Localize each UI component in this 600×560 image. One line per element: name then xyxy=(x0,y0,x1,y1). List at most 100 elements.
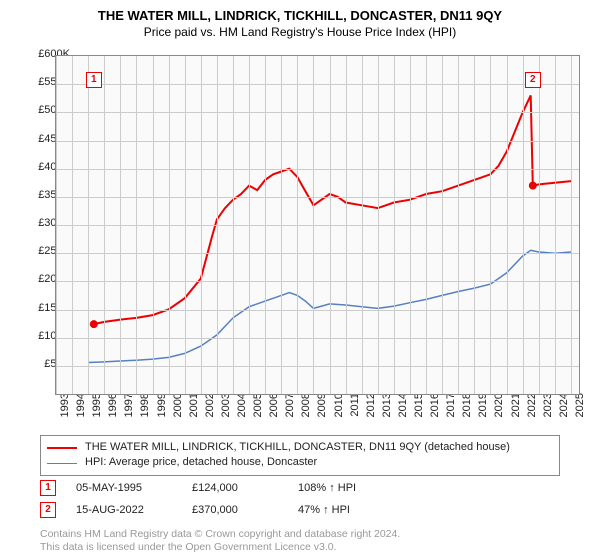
gridline-h xyxy=(56,310,579,311)
data-point-marker-1 xyxy=(90,320,98,328)
gridline-h xyxy=(56,225,579,226)
chart-marker-1: 1 xyxy=(86,72,102,88)
footer-line-1: Contains HM Land Registry data © Crown c… xyxy=(40,528,400,540)
transaction-date: 15-AUG-2022 xyxy=(76,504,186,516)
x-tick-label: 2025 xyxy=(574,393,586,433)
transaction-marker-1: 1 xyxy=(40,480,56,496)
transaction-row: 1 05-MAY-1995 £124,000 108% ↑ HPI xyxy=(40,480,408,496)
x-tick-label: 2008 xyxy=(300,393,312,433)
gridline-v xyxy=(169,56,170,394)
x-tick-label: 2001 xyxy=(188,393,200,433)
legend-item: HPI: Average price, detached house, Donc… xyxy=(47,455,553,470)
x-tick-label: 2002 xyxy=(204,393,216,433)
transaction-date: 05-MAY-1995 xyxy=(76,482,186,494)
x-tick-label: 2006 xyxy=(268,393,280,433)
x-tick-label: 2011 xyxy=(349,393,361,433)
x-tick-label: 2015 xyxy=(413,393,425,433)
transaction-price: £370,000 xyxy=(192,504,292,516)
transaction-pct: 47% ↑ HPI xyxy=(298,504,408,516)
gridline-h xyxy=(56,141,579,142)
gridline-v xyxy=(458,56,459,394)
data-point-marker-2 xyxy=(529,182,537,190)
x-tick-label: 2012 xyxy=(365,393,377,433)
legend-label: THE WATER MILL, LINDRICK, TICKHILL, DONC… xyxy=(85,440,510,455)
x-tick-label: 1993 xyxy=(59,393,71,433)
gridline-v xyxy=(394,56,395,394)
x-tick-label: 1997 xyxy=(123,393,135,433)
gridline-h xyxy=(56,338,579,339)
x-tick-label: 2000 xyxy=(172,393,184,433)
gridline-h xyxy=(56,281,579,282)
gridline-v xyxy=(523,56,524,394)
x-tick-label: 1996 xyxy=(107,393,119,433)
gridline-h xyxy=(56,112,579,113)
gridline-v xyxy=(474,56,475,394)
gridline-v xyxy=(265,56,266,394)
x-tick-label: 2020 xyxy=(493,393,505,433)
x-tick-label: 1998 xyxy=(139,393,151,433)
x-tick-label: 2013 xyxy=(381,393,393,433)
gridline-v xyxy=(217,56,218,394)
gridline-h xyxy=(56,84,579,85)
gridline-h xyxy=(56,253,579,254)
gridline-v xyxy=(297,56,298,394)
x-tick-label: 2005 xyxy=(252,393,264,433)
x-tick-label: 2022 xyxy=(526,393,538,433)
gridline-v xyxy=(378,56,379,394)
gridline-v xyxy=(281,56,282,394)
x-tick-label: 1999 xyxy=(156,393,168,433)
gridline-v xyxy=(120,56,121,394)
gridline-v xyxy=(490,56,491,394)
plot-area: 12 xyxy=(55,55,580,395)
x-tick-label: 1995 xyxy=(91,393,103,433)
x-tick-label: 2017 xyxy=(445,393,457,433)
x-tick-label: 2023 xyxy=(542,393,554,433)
gridline-v xyxy=(426,56,427,394)
gridline-v xyxy=(442,56,443,394)
x-tick-label: 2010 xyxy=(333,393,345,433)
gridline-v xyxy=(136,56,137,394)
gridline-v xyxy=(507,56,508,394)
gridline-h xyxy=(56,169,579,170)
x-tick-label: 2014 xyxy=(397,393,409,433)
gridline-v xyxy=(56,56,57,394)
legend-swatch xyxy=(47,463,77,464)
gridline-v xyxy=(555,56,556,394)
gridline-v xyxy=(72,56,73,394)
transaction-pct: 108% ↑ HPI xyxy=(298,482,408,494)
x-tick-label: 2024 xyxy=(558,393,570,433)
gridline-v xyxy=(330,56,331,394)
x-tick-label: 2016 xyxy=(429,393,441,433)
legend-item: THE WATER MILL, LINDRICK, TICKHILL, DONC… xyxy=(47,440,553,455)
x-tick-label: 2007 xyxy=(284,393,296,433)
legend-label: HPI: Average price, detached house, Donc… xyxy=(85,455,317,470)
x-tick-label: 2019 xyxy=(477,393,489,433)
gridline-v xyxy=(346,56,347,394)
legend: THE WATER MILL, LINDRICK, TICKHILL, DONC… xyxy=(40,435,560,476)
footer-attribution: Contains HM Land Registry data © Crown c… xyxy=(40,528,560,554)
gridline-v xyxy=(571,56,572,394)
gridline-v xyxy=(153,56,154,394)
x-tick-label: 2004 xyxy=(236,393,248,433)
gridline-v xyxy=(362,56,363,394)
gridline-v xyxy=(201,56,202,394)
gridline-h xyxy=(56,197,579,198)
x-tick-label: 2018 xyxy=(461,393,473,433)
gridline-v xyxy=(233,56,234,394)
x-tick-label: 2009 xyxy=(316,393,328,433)
x-tick-label: 1994 xyxy=(75,393,87,433)
gridline-v xyxy=(539,56,540,394)
gridline-v xyxy=(249,56,250,394)
transaction-row: 2 15-AUG-2022 £370,000 47% ↑ HPI xyxy=(40,502,408,518)
chart-subtitle: Price paid vs. HM Land Registry's House … xyxy=(0,23,600,39)
footer-line-2: This data is licensed under the Open Gov… xyxy=(40,541,337,553)
gridline-v xyxy=(313,56,314,394)
x-tick-label: 2003 xyxy=(220,393,232,433)
gridline-v xyxy=(410,56,411,394)
chart-marker-2: 2 xyxy=(525,72,541,88)
series-price_paid xyxy=(94,95,571,324)
transaction-marker-2: 2 xyxy=(40,502,56,518)
gridline-v xyxy=(104,56,105,394)
transaction-price: £124,000 xyxy=(192,482,292,494)
gridline-h xyxy=(56,366,579,367)
